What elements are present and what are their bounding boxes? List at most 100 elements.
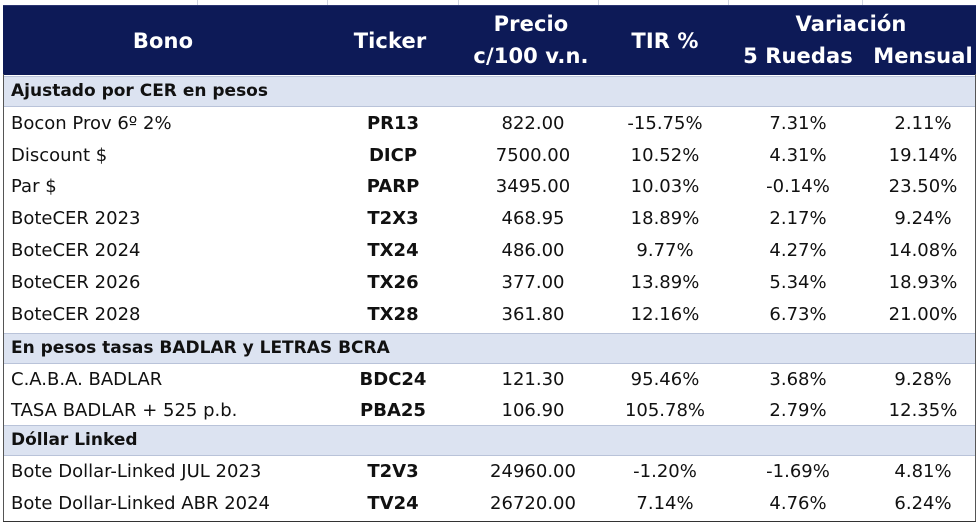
section-header: Ajustado por CER en pesos — [3, 76, 976, 107]
variation-5-ruedas-cell: -1.69% — [766, 461, 830, 482]
header-tir: TIR % — [631, 29, 699, 53]
ticker-cell: TX26 — [367, 272, 419, 293]
variation-mensual-cell: 19.14% — [888, 145, 958, 166]
variation-mensual-cell: 4.81% — [894, 461, 952, 482]
ticker-cell: PR13 — [366, 113, 420, 134]
tir-cell: 10.03% — [630, 176, 700, 197]
table-row: TASA BADLAR + 525 p.b. PBA25 106.90 105.78%… — [3, 395, 976, 426]
table-row: Bocon Prov 6º 2% PR13 822.00 -15.75% 7.31% 2.… — [3, 108, 976, 139]
price-cell: 106.90 — [501, 400, 565, 421]
tir-cell: -1.20% — [633, 461, 697, 482]
section-header: Dóllar Linked — [3, 425, 976, 456]
price-cell: 121.30 — [501, 369, 565, 390]
tir-cell: 10.52% — [630, 145, 700, 166]
variation-mensual-cell: 21.00% — [888, 304, 958, 325]
header-5-ruedas: 5 Ruedas — [743, 44, 853, 68]
table-row: BoteCER 2024 TX24 486.00 9.77% 4.27% 14.08% — [3, 235, 976, 266]
section-header: En pesos tasas BADLAR y LETRAS BCRA — [3, 333, 976, 364]
price-cell: 26720.00 — [490, 493, 576, 514]
variation-mensual-cell: 6.24% — [894, 493, 952, 514]
variation-5-ruedas-cell: 7.31% — [769, 113, 827, 134]
header-bono: Bono — [132, 29, 194, 53]
variation-mensual-cell: 14.08% — [888, 240, 958, 261]
variation-mensual-cell: 18.93% — [888, 272, 958, 293]
bond-name-cell: BoteCER 2024 — [11, 240, 141, 261]
bond-name-cell: C.A.B.A. BADLAR — [11, 369, 163, 390]
table-header: Bono Ticker Precio c/100 v.n. TIR % Vari… — [3, 5, 976, 75]
table-row: Bote Dollar-Linked ABR 2024 TV24 26720.00 7… — [3, 488, 976, 519]
price-cell: 468.95 — [501, 208, 565, 229]
bond-name-cell: Bote Dollar-Linked JUL 2023 — [11, 461, 262, 482]
bond-name-cell: Bote Dollar-Linked ABR 2024 — [11, 493, 271, 514]
ticker-cell: TX24 — [367, 240, 419, 261]
variation-mensual-cell: 9.24% — [894, 208, 952, 229]
tir-cell: 18.89% — [630, 208, 700, 229]
table-row: Par $ PARP 3495.00 10.03% -0.14% 23.50% — [3, 171, 976, 202]
header-precio: Precio — [493, 12, 569, 36]
header-precio-unit: c/100 v.n. — [473, 44, 589, 68]
grid-line — [327, 0, 328, 5]
variation-5-ruedas-cell: 2.17% — [769, 208, 827, 229]
variation-5-ruedas-cell: 6.73% — [769, 304, 827, 325]
table-row: BoteCER 2023 T2X3 468.95 18.89% 2.17% 9.24% — [3, 203, 976, 234]
grid-line — [598, 0, 599, 5]
bond-name-cell: Par $ — [11, 176, 57, 197]
table-row: BoteCER 2026 TX26 377.00 13.89% 5.34% 18.93% — [3, 267, 976, 298]
variation-mensual-cell: 23.50% — [888, 176, 958, 197]
bond-name-cell: TASA BADLAR + 525 p.b. — [11, 400, 238, 421]
table-border-bottom — [3, 521, 976, 522]
variation-5-ruedas-cell: 5.34% — [769, 272, 827, 293]
table-border-right — [975, 74, 976, 522]
section-title: En pesos tasas BADLAR y LETRAS BCRA — [11, 338, 390, 358]
table-row: C.A.B.A. BADLAR BDC24 121.30 95.46% 3.68% 9.2… — [3, 364, 976, 395]
variation-5-ruedas-cell: -0.14% — [766, 176, 830, 197]
price-cell: 486.00 — [501, 240, 565, 261]
price-cell: 7500.00 — [495, 145, 571, 166]
ticker-cell: BDC24 — [359, 369, 427, 390]
ticker-cell: T2V3 — [367, 461, 419, 482]
price-cell: 822.00 — [501, 113, 565, 134]
ticker-cell: TV24 — [367, 493, 419, 514]
grid-line — [458, 0, 459, 5]
header-mensual: Mensual — [873, 44, 973, 68]
section-title: Dóllar Linked — [11, 430, 138, 450]
bond-name-cell: BoteCER 2026 — [11, 272, 141, 293]
variation-5-ruedas-cell: 2.79% — [769, 400, 827, 421]
variation-5-ruedas-cell: 4.76% — [769, 493, 827, 514]
bond-name-cell: Bocon Prov 6º 2% — [11, 113, 172, 134]
variation-5-ruedas-cell: 4.27% — [769, 240, 827, 261]
ticker-cell: T2X3 — [367, 208, 419, 229]
header-ticker: Ticker — [353, 29, 427, 53]
tir-cell: 105.78% — [624, 400, 706, 421]
bond-name-cell: BoteCER 2028 — [11, 304, 141, 325]
table-row: Bote Dollar-Linked JUL 2023 T2V3 24960.00 -… — [3, 456, 976, 487]
bond-name-cell: BoteCER 2023 — [11, 208, 141, 229]
tir-cell: 12.16% — [630, 304, 700, 325]
header-variacion: Variación — [795, 12, 907, 36]
price-cell: 24960.00 — [490, 461, 576, 482]
price-cell: 3495.00 — [495, 176, 571, 197]
tir-cell: 95.46% — [630, 369, 700, 390]
ticker-cell: DICP — [368, 145, 418, 166]
ticker-cell: PBA25 — [360, 400, 426, 421]
grid-line — [862, 0, 863, 5]
variation-5-ruedas-cell: 3.68% — [769, 369, 827, 390]
tir-cell: 7.14% — [636, 493, 694, 514]
tir-cell: 13.89% — [630, 272, 700, 293]
tir-cell: 9.77% — [636, 240, 694, 261]
table-border-left — [3, 74, 4, 522]
variation-mensual-cell: 12.35% — [888, 400, 958, 421]
variation-mensual-cell: 9.28% — [894, 369, 952, 390]
tir-cell: -15.75% — [627, 113, 703, 134]
bond-name-cell: Discount $ — [11, 145, 108, 166]
variation-mensual-cell: 2.11% — [894, 113, 952, 134]
price-cell: 377.00 — [501, 272, 565, 293]
ticker-cell: TX28 — [367, 304, 419, 325]
price-cell: 361.80 — [501, 304, 565, 325]
section-title: Ajustado por CER en pesos — [11, 81, 268, 101]
variation-5-ruedas-cell: 4.31% — [769, 145, 827, 166]
table-row: Discount $ DICP 7500.00 10.52% 4.31% 19.14% — [3, 140, 976, 171]
grid-line — [728, 0, 729, 5]
table-row: BoteCER 2028 TX28 361.80 12.16% 6.73% 21.00% — [3, 299, 976, 330]
